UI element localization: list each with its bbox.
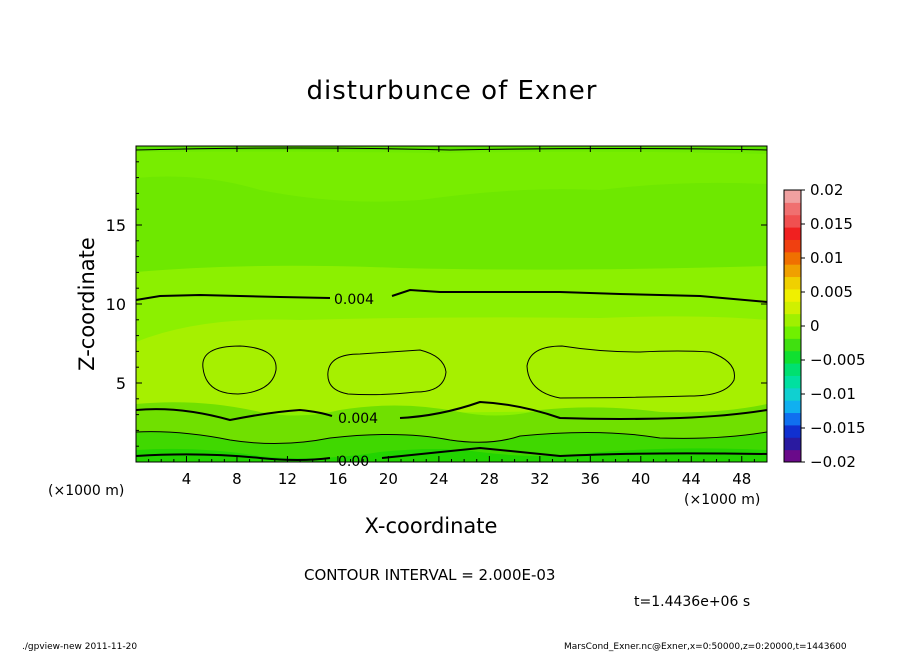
y-tick-label: 5 bbox=[116, 374, 126, 393]
x-tick-label: 48 bbox=[732, 470, 751, 488]
colorbar-swatch bbox=[784, 387, 801, 401]
colorbar-swatch bbox=[784, 227, 801, 240]
contour-lower-2 bbox=[135, 431, 768, 445]
colorbar: 0.02 0.015 0.01 0.005 0 −0.005 −0.01 −0.015 −0.0… bbox=[783, 181, 866, 471]
colorbar-swatch bbox=[784, 412, 801, 426]
x-unit-left: (×1000 m) bbox=[48, 483, 125, 499]
contour-label-2: 0.004 bbox=[338, 411, 378, 427]
colorbar-label: −0.02 bbox=[810, 453, 856, 471]
x-tick-label: 8 bbox=[232, 470, 242, 488]
colorbar-label: −0.015 bbox=[810, 419, 866, 437]
x-tick-label: 12 bbox=[278, 470, 297, 488]
chart-title: disturbunce of Exner bbox=[306, 76, 598, 106]
colorbar-swatch bbox=[784, 375, 801, 389]
x-tick-label: 20 bbox=[379, 470, 398, 488]
colorbar-swatch bbox=[784, 400, 801, 414]
colorbar-swatch bbox=[784, 424, 801, 438]
colorbar-swatch bbox=[784, 363, 801, 376]
x-tick-label: 24 bbox=[429, 470, 448, 488]
contour-label-group: 0.004 0.004 0.00 bbox=[334, 292, 378, 470]
colorbar-swatch bbox=[784, 190, 801, 203]
colorbar-label: 0.02 bbox=[810, 181, 843, 199]
time-label: t=1.4436e+06 s bbox=[634, 594, 751, 610]
colorbar-swatch bbox=[784, 214, 801, 228]
cell-3 bbox=[526, 345, 735, 399]
x-tick-label: 44 bbox=[682, 470, 701, 488]
x-tick-label: 40 bbox=[631, 470, 650, 488]
colorbar-swatch bbox=[784, 437, 801, 451]
colorbar-label: 0.015 bbox=[810, 215, 853, 233]
y-tick-label: 10 bbox=[106, 295, 126, 314]
colorbar-swatch bbox=[784, 350, 801, 364]
x-tick-label: 32 bbox=[530, 470, 549, 488]
x-axis-label: X-coordinate bbox=[364, 514, 498, 538]
contour-upper bbox=[135, 288, 768, 303]
colorbar-swatch bbox=[784, 251, 801, 265]
x-axis: 4 8 12 16 20 24 28 32 36 40 44 48 bbox=[148, 146, 755, 488]
colorbar-swatch bbox=[784, 239, 801, 253]
contour-interval: CONTOUR INTERVAL = 2.000E-03 bbox=[304, 566, 556, 584]
contour-lower bbox=[135, 400, 768, 422]
x-tick-label: 28 bbox=[480, 470, 499, 488]
colorbar-swatch bbox=[784, 338, 801, 352]
contour-bottom bbox=[135, 446, 768, 461]
cell-2 bbox=[327, 349, 447, 396]
lower-band-3 bbox=[136, 448, 767, 462]
colorbar-swatch bbox=[784, 202, 801, 216]
colorbar-swatch bbox=[784, 313, 801, 327]
footer-right: MarsCond_Exner.nc@Exner,x=0:50000,z=0:20… bbox=[564, 642, 847, 652]
colorbar-swatch bbox=[784, 276, 801, 290]
colorbar-swatch bbox=[784, 326, 801, 339]
contour-top bbox=[135, 147, 768, 151]
cell-1 bbox=[202, 345, 277, 395]
x-tick-label: 16 bbox=[328, 470, 347, 488]
upper-light-band bbox=[136, 150, 767, 202]
x-tick-label: 36 bbox=[581, 470, 600, 488]
colorbar-swatch bbox=[784, 449, 801, 463]
footer-left: ./gpview-new 2011-11-20 bbox=[22, 642, 138, 652]
colorbar-label: 0.005 bbox=[810, 283, 853, 301]
inner-band bbox=[136, 316, 767, 420]
colorbar-label: 0 bbox=[810, 317, 820, 335]
colorbar-label: 0.01 bbox=[810, 249, 843, 267]
y-axis-label: Z-coordinate bbox=[75, 237, 99, 371]
y-axis: 5 10 15 bbox=[106, 161, 767, 447]
y-tick-label: 15 bbox=[106, 216, 126, 235]
contour-lines bbox=[135, 147, 768, 461]
contour-label-1: 0.004 bbox=[334, 292, 374, 308]
x-unit-right: (×1000 m) bbox=[684, 492, 761, 508]
x-tick-label: 4 bbox=[182, 470, 192, 488]
colorbar-label: −0.005 bbox=[810, 351, 866, 369]
colorbar-swatch bbox=[784, 301, 801, 315]
colorbar-label: −0.01 bbox=[810, 385, 856, 403]
colorbar-swatch bbox=[784, 288, 801, 302]
colorbar-swatch bbox=[784, 264, 801, 278]
filled-contour-field bbox=[136, 146, 767, 462]
